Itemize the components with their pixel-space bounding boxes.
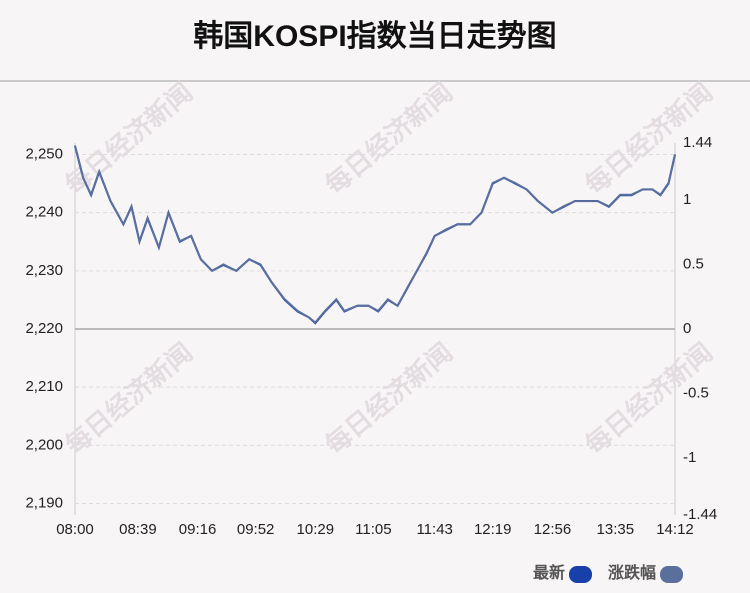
y2-tick-label: -1.44 bbox=[683, 506, 717, 523]
watermark: 每日经济新闻 bbox=[59, 337, 198, 461]
series-line bbox=[74, 145, 676, 324]
x-tick-label: 08:00 bbox=[56, 521, 94, 538]
y-tick-label: 2,200 bbox=[25, 436, 63, 453]
y2-tick-label: 1 bbox=[683, 191, 691, 208]
y-tick-label: 2,250 bbox=[25, 145, 63, 162]
x-tick-label: 12:56 bbox=[534, 521, 572, 538]
y2-tick-label: 0 bbox=[683, 320, 691, 337]
y-tick-label: 2,240 bbox=[25, 204, 63, 221]
x-tick-label: 10:29 bbox=[297, 521, 335, 538]
y2-tick-label: 1.44 bbox=[683, 134, 712, 151]
series-line bbox=[74, 145, 676, 325]
x-tick-label: 09:52 bbox=[237, 521, 275, 538]
watermark: 每日经济新闻 bbox=[59, 77, 198, 201]
y2-tick-label: -1 bbox=[683, 449, 696, 466]
y-tick-label: 2,210 bbox=[25, 378, 63, 395]
x-tick-label: 12:19 bbox=[474, 521, 512, 538]
x-tick-label: 11:05 bbox=[355, 521, 391, 538]
legend-label: 最新 bbox=[533, 563, 565, 582]
y-tick-label: 2,220 bbox=[25, 320, 63, 337]
chart-title: 韩国KOSPI指数当日走势图 bbox=[193, 20, 556, 53]
y2-tick-label: -0.5 bbox=[683, 385, 709, 402]
x-tick-label: 13:35 bbox=[597, 521, 635, 538]
y-tick-label: 2,190 bbox=[25, 495, 63, 512]
x-tick-label: 09:16 bbox=[179, 521, 217, 538]
legend-swatch bbox=[569, 566, 593, 583]
watermark: 每日经济新闻 bbox=[319, 77, 458, 201]
watermark: 每日经济新闻 bbox=[319, 337, 458, 461]
legend-label: 涨跌幅 bbox=[608, 563, 656, 582]
x-tick-label: 14:12 bbox=[656, 521, 694, 538]
y2-tick-label: 0.5 bbox=[683, 255, 704, 272]
y-tick-label: 2,230 bbox=[25, 262, 63, 279]
x-tick-label: 11:43 bbox=[416, 521, 452, 538]
legend-swatch bbox=[660, 566, 684, 583]
x-tick-label: 08:39 bbox=[119, 521, 157, 538]
